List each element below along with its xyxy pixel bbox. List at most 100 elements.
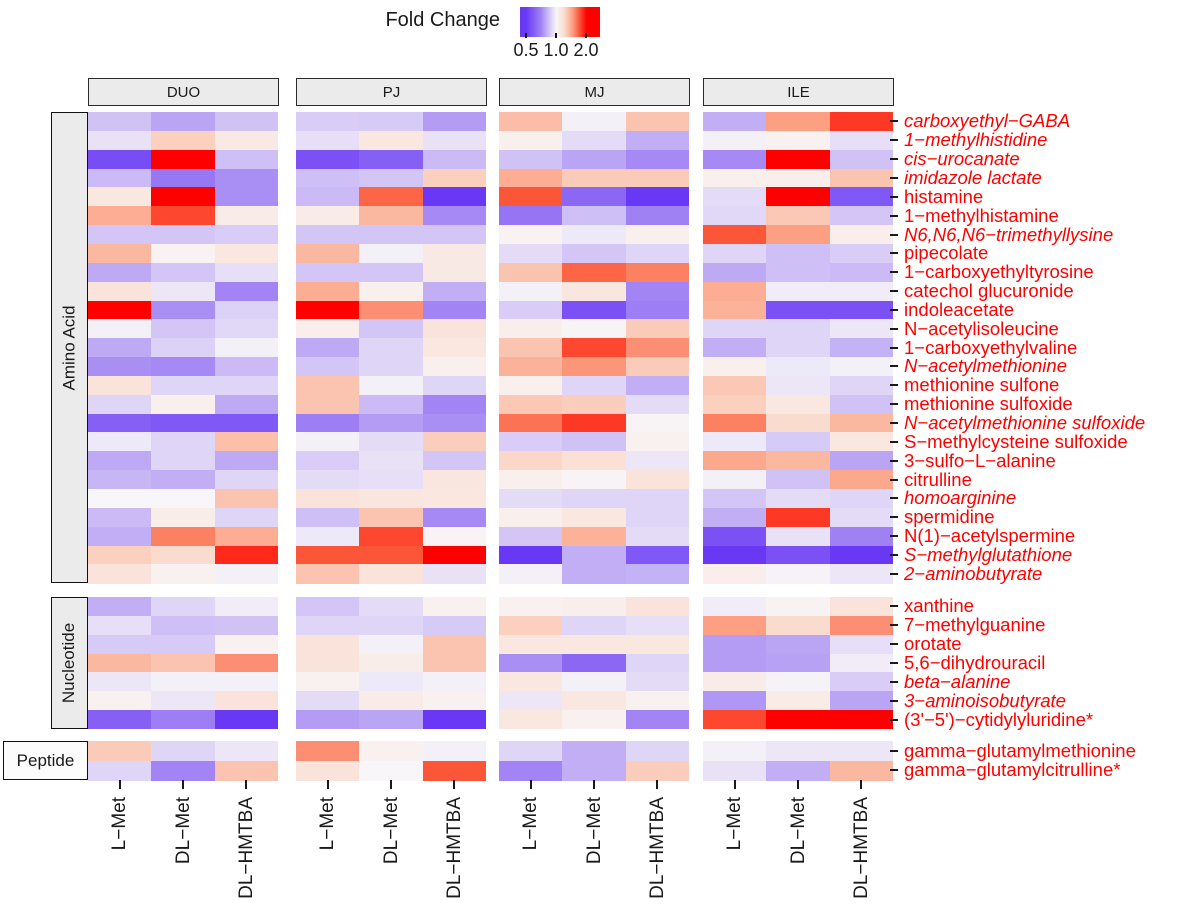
heatmap-cell [214, 451, 279, 471]
heatmap-cell [88, 691, 152, 711]
heatmap-cell [499, 338, 563, 358]
row-axis-tick [890, 440, 898, 443]
heatmap-cell [296, 187, 360, 207]
heatmap-cell [625, 760, 690, 781]
heatmap-cell [359, 432, 424, 452]
heatmap-cell [625, 597, 690, 617]
heatmap-cell [359, 281, 424, 301]
heatmap-cell [829, 760, 894, 781]
row-label: histamine [904, 185, 984, 207]
heatmap-cell [359, 615, 424, 636]
heatmap-cell [359, 741, 424, 761]
row-label: xanthine [904, 595, 974, 617]
heatmap-cell [88, 545, 152, 565]
heatmap-cell [422, 375, 487, 396]
heatmap-cell [703, 243, 767, 264]
heatmap-cell [829, 615, 894, 636]
heatmap-cell [296, 653, 360, 673]
heatmap-cell [422, 338, 487, 358]
row-axis-tick [890, 384, 898, 387]
heatmap-cell [766, 130, 831, 151]
heatmap-cell [422, 526, 487, 547]
heatmap-cell [499, 262, 563, 283]
heatmap-cell [625, 672, 690, 692]
heatmap-cell [829, 564, 894, 584]
heatmap-cell [88, 526, 152, 547]
heatmap-cell [625, 375, 690, 396]
heatmap-cell [499, 653, 563, 673]
heatmap-cell [359, 300, 424, 320]
heatmap-cell [151, 741, 216, 761]
heatmap-cell [296, 149, 360, 170]
row-axis-tick [890, 459, 898, 462]
heatmap-cell [88, 357, 152, 377]
heatmap-cell [88, 112, 152, 132]
heatmap-cell [296, 741, 360, 761]
heatmap-cell [422, 243, 487, 264]
heatmap-cell [703, 741, 767, 761]
group-label: Peptide [16, 750, 75, 770]
heatmap-cell [703, 691, 767, 711]
x-axis-tick [860, 780, 863, 789]
heatmap-cell [88, 634, 152, 655]
heatmap-cell [422, 653, 487, 673]
heatmap-cell [625, 653, 690, 673]
heatmap-cell [499, 168, 563, 188]
heatmap-cell [625, 206, 690, 226]
heatmap-cell [214, 710, 279, 730]
heatmap-cell [766, 672, 831, 692]
row-axis-tick [890, 120, 898, 123]
heatmap-cell [296, 597, 360, 617]
heatmap-cell [766, 413, 831, 433]
heatmap-cell [562, 112, 627, 132]
facet-header-pj: PJ [296, 78, 487, 106]
heatmap-cell [499, 300, 563, 320]
heatmap-cell [422, 691, 487, 711]
heatmap-cell [296, 760, 360, 781]
row-axis-tick [890, 478, 898, 481]
heatmap-cell [829, 187, 894, 207]
row-axis-tick [890, 497, 898, 500]
row-axis-tick [890, 553, 898, 556]
heatmap-cell [151, 300, 216, 320]
row-label: orotate [904, 633, 962, 655]
x-axis-tick [390, 780, 392, 789]
heatmap-cell [499, 545, 563, 565]
heatmap-cell [359, 710, 424, 730]
row-axis-tick [890, 327, 898, 330]
x-axis-label: DL−Met [380, 797, 402, 865]
row-label: N(1)−acetylspermine [904, 525, 1076, 547]
heatmap-cell [499, 281, 563, 301]
legend-tick-label: 0.5 [513, 40, 539, 60]
heatmap-cell [296, 615, 360, 636]
heatmap-cell [296, 319, 360, 339]
heatmap-cell [703, 413, 767, 433]
heatmap-cell [422, 357, 487, 377]
heatmap-cell [766, 300, 831, 320]
heatmap-cell [499, 760, 563, 781]
heatmap-cell [703, 545, 767, 565]
heatmap-cell [703, 187, 767, 207]
heatmap-cell [625, 432, 690, 452]
heatmap-cell [829, 300, 894, 320]
row-axis-tick [890, 233, 898, 236]
heatmap-cell [625, 489, 690, 509]
heatmap-cell [625, 168, 690, 188]
heatmap-cell [562, 691, 627, 711]
heatmap-cell [214, 300, 279, 320]
heatmap-cell [703, 653, 767, 673]
row-axis-tick [890, 346, 898, 349]
heatmap-cell [499, 451, 563, 471]
x-axis-tick [245, 780, 248, 789]
x-axis-label: DL−HMTBA [443, 797, 465, 899]
heatmap-cell [562, 338, 627, 358]
heatmap-cell [422, 206, 487, 226]
heatmap-cell [88, 672, 152, 692]
heatmap-cell [703, 394, 767, 415]
heatmap-cell [499, 691, 563, 711]
group-label: Nucleotide [59, 622, 79, 704]
heatmap-cell [151, 451, 216, 471]
heatmap-cell [625, 470, 690, 490]
row-axis-tick [890, 365, 898, 368]
